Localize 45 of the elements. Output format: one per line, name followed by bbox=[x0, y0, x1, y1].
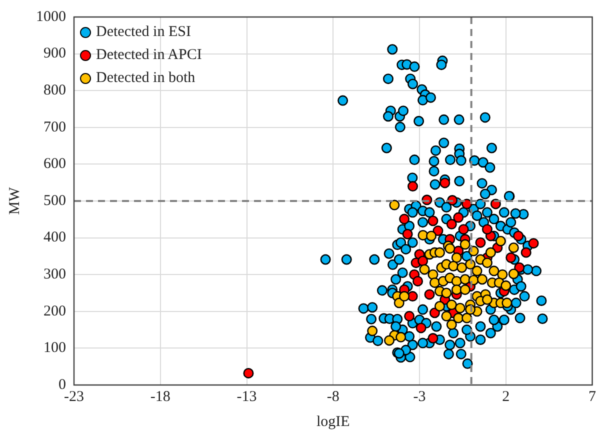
y-tick-label: 900 bbox=[44, 46, 66, 62]
point bbox=[412, 276, 424, 286]
point bbox=[440, 178, 450, 188]
x-tick-label: -18 bbox=[150, 388, 170, 405]
legend-label: Detected in ESI bbox=[96, 23, 191, 42]
point bbox=[404, 310, 415, 322]
y-tick-label: 800 bbox=[44, 82, 66, 99]
point bbox=[453, 212, 464, 223]
point bbox=[424, 289, 435, 300]
y-tick-label: 400 bbox=[44, 230, 66, 246]
x-tick-label: -8 bbox=[326, 388, 340, 405]
point bbox=[428, 216, 438, 226]
point bbox=[475, 237, 486, 248]
y-axis-title: MW bbox=[6, 186, 23, 215]
point bbox=[429, 308, 440, 318]
x-tick-label: -13 bbox=[236, 388, 257, 405]
point bbox=[243, 368, 254, 378]
y-tick-label: 700 bbox=[44, 119, 66, 136]
point bbox=[528, 238, 539, 249]
point bbox=[432, 226, 444, 236]
point bbox=[446, 218, 457, 230]
point bbox=[458, 224, 469, 235]
point bbox=[428, 333, 438, 344]
y-tick-label: 200 bbox=[44, 303, 66, 320]
x-axis-title: logIE bbox=[316, 414, 350, 430]
y-tick-label: 0 bbox=[58, 376, 66, 393]
point bbox=[506, 252, 516, 263]
x-tick-label: 7 bbox=[588, 388, 596, 405]
point bbox=[520, 247, 532, 258]
y-tick-label: 1000 bbox=[36, 8, 66, 25]
point bbox=[482, 224, 492, 235]
x-tick-label: -23 bbox=[64, 388, 84, 405]
point bbox=[408, 181, 418, 192]
x-tick-label: -3 bbox=[413, 388, 426, 405]
y-tick-label: 300 bbox=[44, 266, 66, 283]
point bbox=[416, 322, 426, 334]
legend-label: Detected in both bbox=[96, 69, 196, 88]
point bbox=[399, 214, 410, 224]
y-tick-label: 500 bbox=[44, 192, 66, 209]
legend-label: Detected in APCI bbox=[96, 46, 202, 65]
y-tick-label: 600 bbox=[44, 156, 66, 172]
point bbox=[402, 228, 413, 240]
x-tick-label: 2 bbox=[502, 388, 510, 405]
point bbox=[513, 230, 524, 242]
y-tick-label: 100 bbox=[44, 340, 66, 356]
